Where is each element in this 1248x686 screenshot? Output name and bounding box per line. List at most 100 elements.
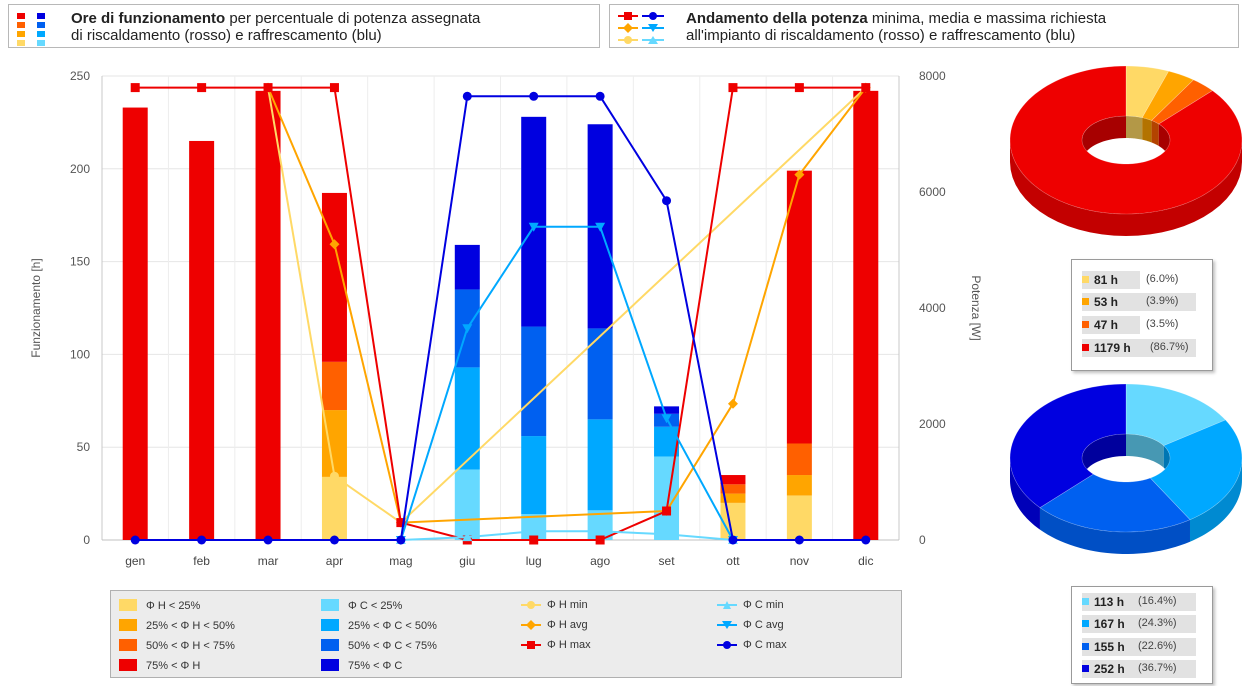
legend-item: Φ H min: [521, 599, 588, 611]
bar-heating-2: [321, 361, 347, 411]
legend-item: Φ C min: [717, 599, 784, 611]
pie-inner-wall: [1126, 116, 1143, 140]
bar-heating-1: [321, 410, 347, 477]
bar-heating-3: [786, 170, 812, 444]
legend-item: 75% < Φ C: [321, 659, 402, 672]
line-marker: [595, 222, 606, 232]
x-tick-label: nov: [790, 554, 809, 568]
legend-item: 50% < Φ C < 75%: [321, 639, 437, 652]
line-marker: [529, 91, 539, 101]
line-marker: [396, 518, 406, 528]
pie-slice: [1141, 70, 1195, 121]
legend-item: Φ H < 25%: [119, 599, 200, 612]
bar-heating-0: [786, 495, 812, 540]
line-marker: [529, 535, 539, 545]
pie-slice: [1009, 65, 1243, 215]
bar-heating-3: [853, 90, 879, 541]
pie-inner-wall: [1082, 434, 1126, 480]
line-marker: [462, 532, 473, 542]
legend-item: Φ H avg: [521, 619, 588, 631]
y2-axis-title: Potenza [W]: [969, 275, 983, 340]
line-marker: [329, 471, 339, 481]
line-marker: [662, 506, 672, 516]
line-marker: [595, 526, 606, 536]
bar-cooling-0: [454, 469, 480, 540]
pie-inner-wall: [1151, 120, 1159, 147]
line-marker: [329, 83, 339, 93]
bar-heating-3: [189, 140, 215, 540]
pie-slice: [1149, 419, 1243, 521]
pie-slice: [1009, 383, 1127, 508]
line-marker: [329, 535, 339, 545]
bar-cooling-2: [521, 326, 547, 437]
y2-tick-label: 6000: [919, 185, 946, 199]
bar-heating-0: [321, 476, 347, 540]
x-tick-label: dic: [858, 554, 873, 568]
y-tick-label: 100: [70, 347, 90, 361]
x-tick-label: mag: [389, 554, 412, 568]
pie-side: [1039, 507, 1190, 554]
bar-heating-3: [720, 475, 746, 485]
line-marker: [728, 535, 738, 545]
y-axis-title: Funzionamento [h]: [29, 258, 43, 357]
line-series: [400, 530, 734, 541]
bar-cooling-1: [587, 419, 613, 511]
bar-cooling-3: [454, 244, 480, 290]
pie-heating-values: 81 h (6.0%) 53 h (3.9%) 47 h (3.5%) 1179 h(…: [1071, 259, 1213, 371]
y2-tick-label: 2000: [919, 417, 946, 431]
y-tick-label: 0: [83, 533, 90, 547]
x-tick-label: lug: [526, 554, 542, 568]
pie-slice: [1039, 473, 1191, 533]
line-marker: [794, 83, 804, 93]
x-tick-label: gen: [125, 554, 145, 568]
x-tick-label: apr: [326, 554, 343, 568]
line-marker: [861, 535, 871, 545]
bar-heating-3: [122, 107, 148, 540]
line-series: [399, 225, 734, 541]
line-marker: [661, 529, 672, 539]
bar-heating-2: [786, 443, 812, 476]
bar-cooling-2: [587, 328, 613, 420]
bar-heating-3: [255, 90, 281, 541]
y2-tick-label: 4000: [919, 301, 946, 315]
header-left: Ore di funzionamento per percentuale di …: [8, 4, 600, 48]
y-tick-label: 150: [70, 255, 90, 269]
line-marker: [130, 83, 140, 93]
legend-item: 50% < Φ H < 75%: [119, 639, 235, 652]
line-marker: [595, 535, 605, 545]
chart-legend: Φ H < 25% Φ C < 25% Φ H min Φ C min 25% …: [110, 590, 902, 678]
line-marker: [528, 526, 539, 536]
y-tick-label: 50: [77, 440, 91, 454]
line-marker: [728, 83, 738, 93]
line-marker: [727, 398, 738, 409]
legend-item: 25% < Φ H < 50%: [119, 619, 235, 632]
line-marker: [861, 83, 871, 93]
line-marker: [662, 196, 672, 206]
header-right-text: Andamento della potenza minima, media e …: [686, 10, 1107, 44]
legend-item: Φ C max: [717, 639, 787, 651]
x-tick-label: ott: [726, 554, 740, 568]
bar-heating-1: [720, 493, 746, 503]
pie-slice: [1125, 65, 1170, 119]
y2-tick-label: 0: [919, 533, 926, 547]
bar-cooling-3: [521, 116, 547, 327]
bar-cooling-1: [521, 436, 547, 515]
line-marker: [462, 324, 473, 334]
legend-item: Φ C avg: [717, 619, 784, 631]
line-marker: [197, 535, 207, 545]
pie-inner-wall: [1126, 434, 1164, 468]
legend-item: Φ C < 25%: [321, 599, 402, 612]
legend-item: 75% < Φ H: [119, 659, 200, 672]
x-tick-label: giu: [459, 554, 475, 568]
y2-tick-label: 8000: [919, 69, 946, 83]
line-marker: [595, 91, 605, 101]
bar-cooling-1: [454, 367, 480, 470]
bar-heating-1: [786, 475, 812, 496]
pie-side: [1010, 140, 1242, 236]
line-series: [135, 86, 866, 541]
bar-heating-0: [720, 502, 746, 540]
pie-side: [1189, 458, 1242, 542]
line-series: [135, 95, 866, 541]
x-tick-label: set: [659, 554, 676, 568]
y-tick-label: 200: [70, 162, 90, 176]
